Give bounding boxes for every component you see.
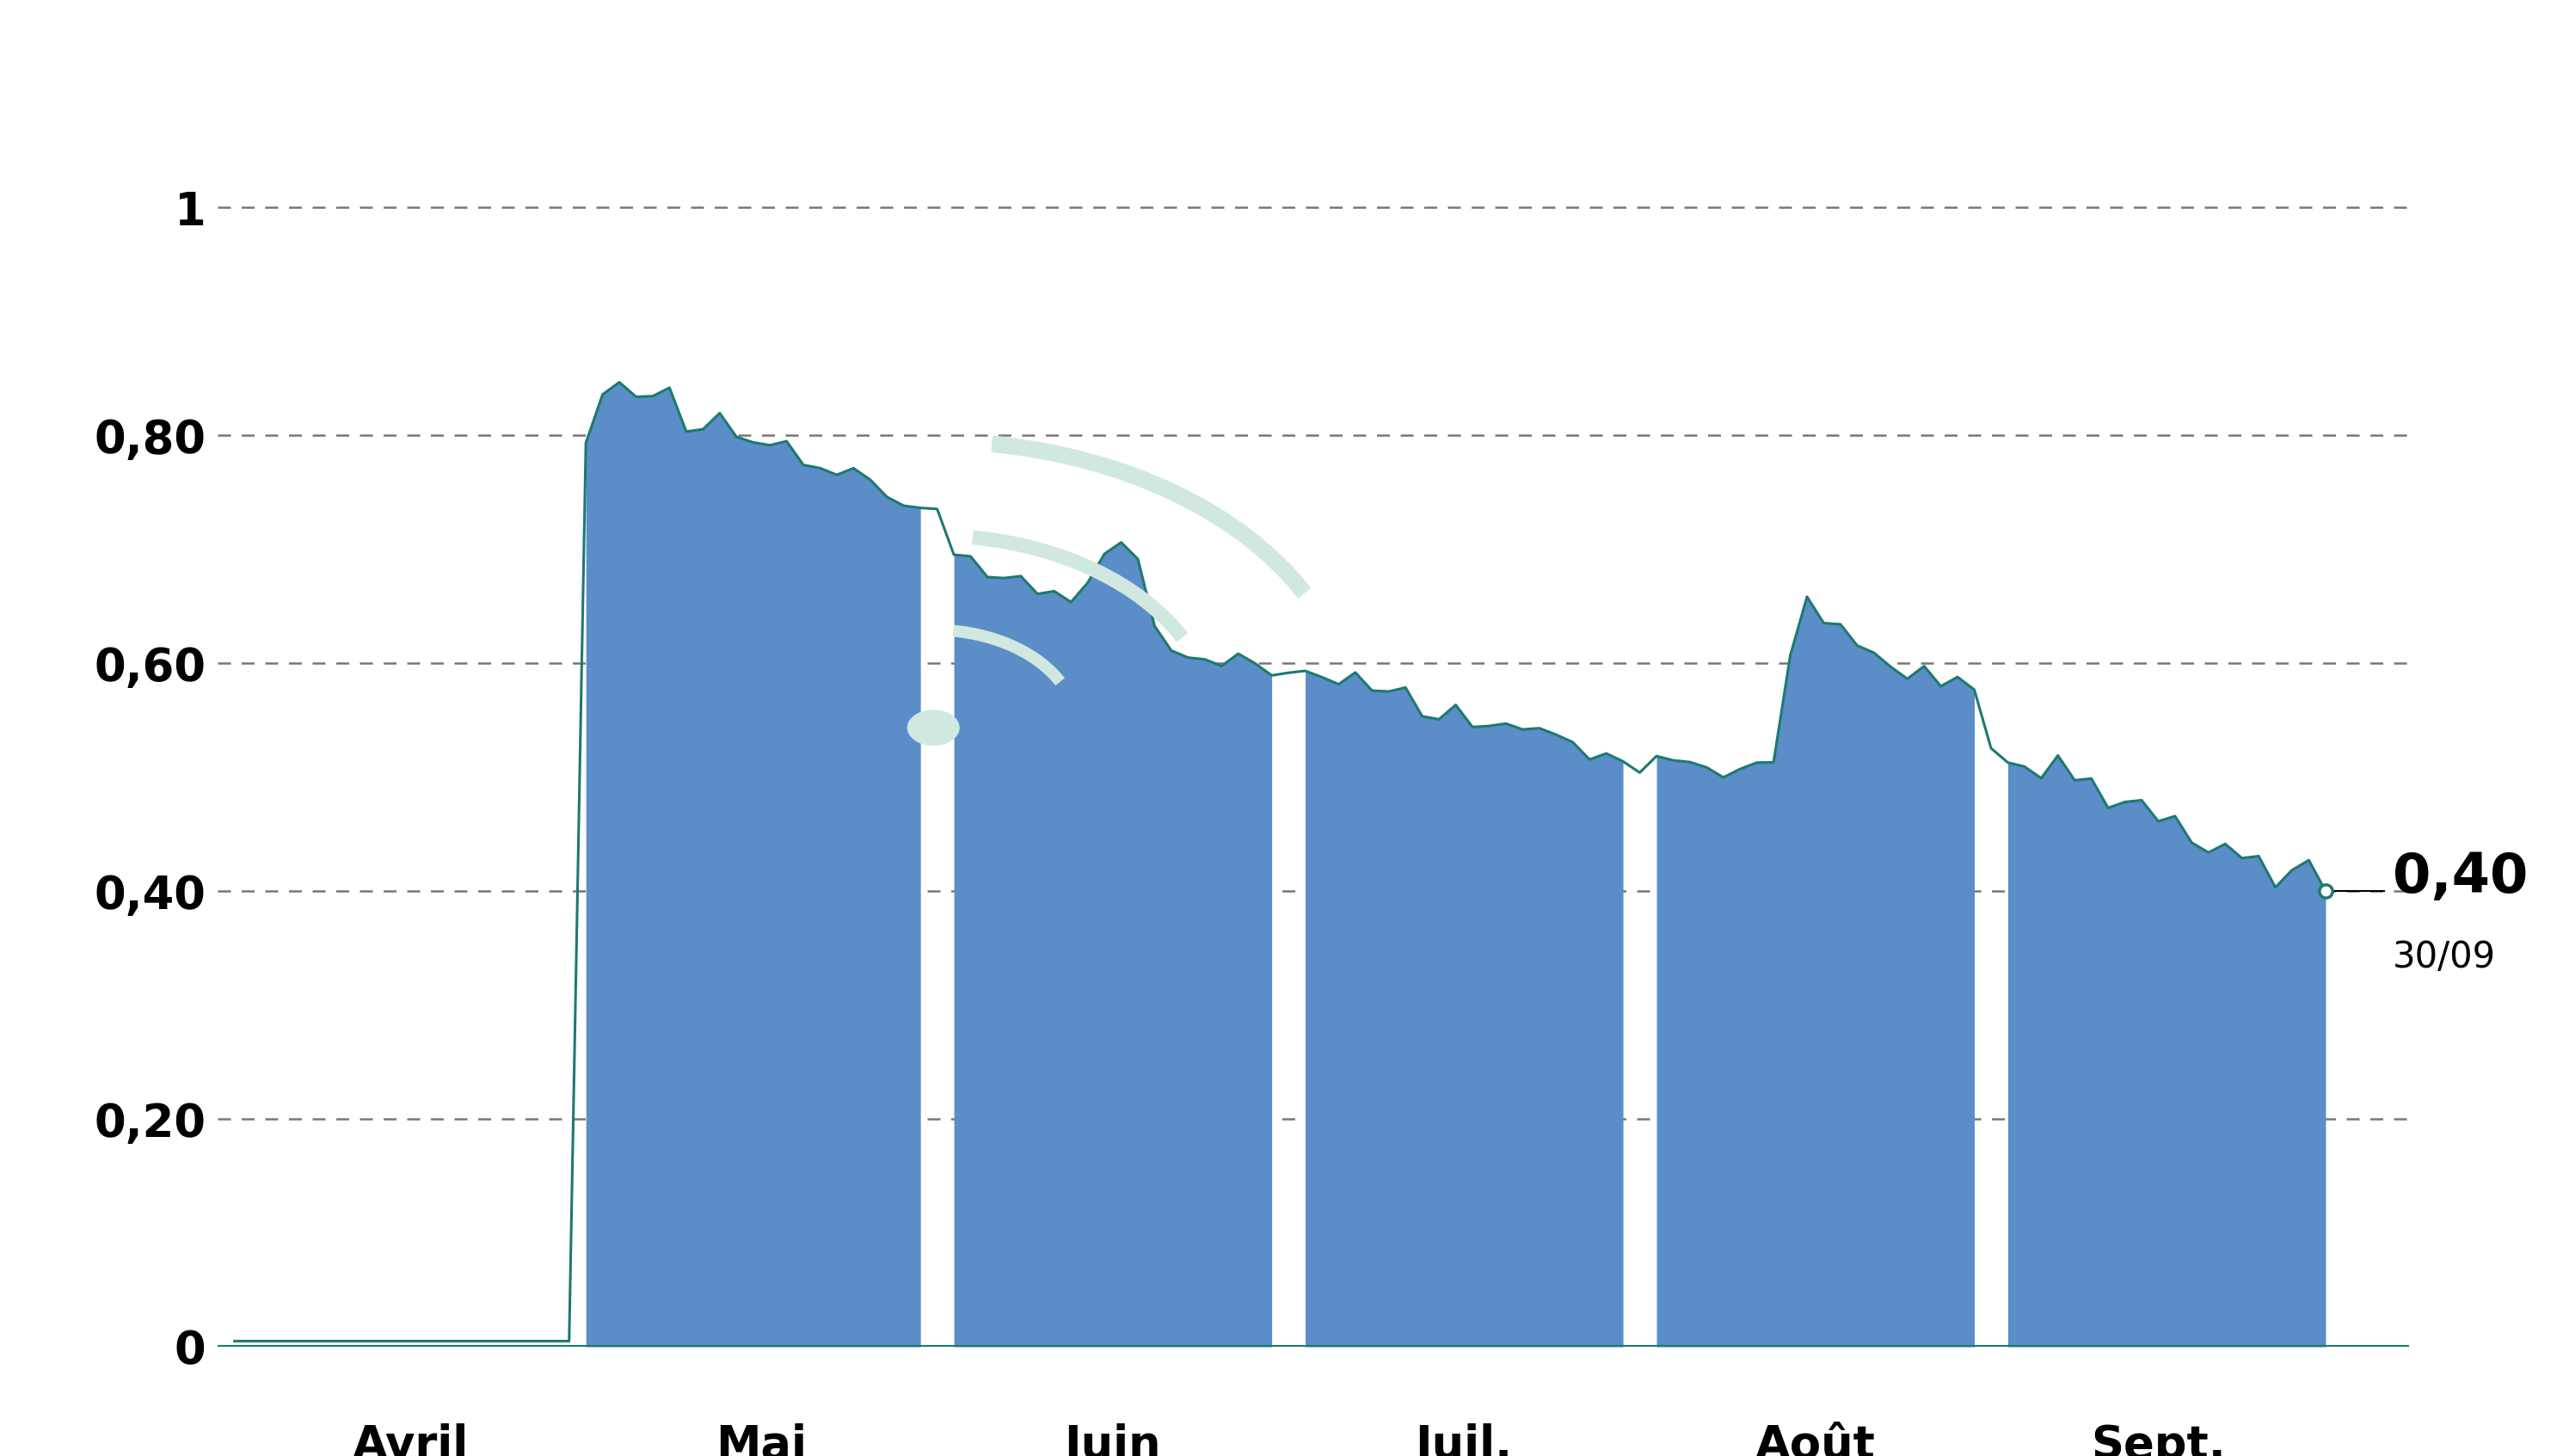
Text: Sept.: Sept. bbox=[2091, 1423, 2225, 1456]
Text: 0,40: 0,40 bbox=[2391, 850, 2527, 904]
Text: Mai: Mai bbox=[715, 1423, 807, 1456]
Text: Juin: Juin bbox=[1064, 1423, 1161, 1456]
Circle shape bbox=[907, 711, 959, 745]
Text: 30/09: 30/09 bbox=[2391, 939, 2496, 976]
Text: Juil.: Juil. bbox=[1415, 1423, 1512, 1456]
Text: Août: Août bbox=[1756, 1423, 1876, 1456]
Text: Avril: Avril bbox=[351, 1423, 469, 1456]
Text: BIOPHYTIS: BIOPHYTIS bbox=[992, 9, 1571, 100]
